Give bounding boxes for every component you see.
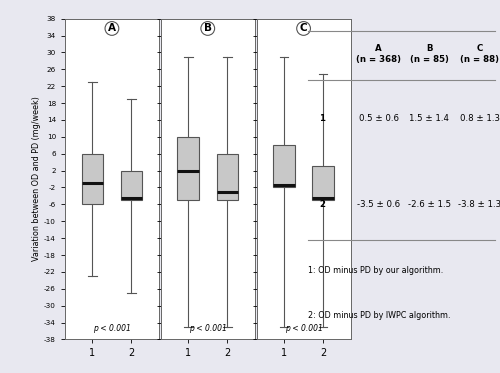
Text: -3.8 ± 1.3: -3.8 ± 1.3	[458, 200, 500, 209]
Text: -3.5 ± 0.6: -3.5 ± 0.6	[357, 200, 401, 209]
Bar	[178, 137, 199, 200]
Text: A
(n = 368): A (n = 368)	[356, 44, 401, 64]
Text: -2.6 ± 1.5: -2.6 ± 1.5	[408, 200, 451, 209]
Text: 0.8 ± 1.3: 0.8 ± 1.3	[460, 114, 500, 123]
Y-axis label: Variation between OD and PD (mg/week): Variation between OD and PD (mg/week)	[32, 97, 42, 261]
Text: 1: 1	[320, 114, 326, 123]
Text: C
(n = 88): C (n = 88)	[460, 44, 500, 64]
Text: 1.5 ± 1.4: 1.5 ± 1.4	[410, 114, 450, 123]
Bar	[216, 154, 238, 200]
Text: p < 0.001: p < 0.001	[189, 324, 226, 333]
Text: 1: OD minus PD by our algorithm.: 1: OD minus PD by our algorithm.	[308, 266, 443, 275]
Bar	[312, 166, 334, 200]
Text: 0.5 ± 0.6: 0.5 ± 0.6	[359, 114, 399, 123]
Text: B: B	[204, 23, 212, 34]
Text: p < 0.001: p < 0.001	[93, 324, 131, 333]
Text: B
(n = 85): B (n = 85)	[410, 44, 449, 64]
Bar	[120, 170, 142, 200]
Text: 2: 2	[320, 200, 326, 209]
Text: C: C	[300, 23, 308, 34]
Text: p < 0.001: p < 0.001	[284, 324, 323, 333]
Text: 2: OD minus PD by IWPC algorithm.: 2: OD minus PD by IWPC algorithm.	[308, 311, 450, 320]
Bar	[82, 154, 103, 204]
Text: A: A	[108, 23, 116, 34]
Bar	[274, 145, 295, 188]
